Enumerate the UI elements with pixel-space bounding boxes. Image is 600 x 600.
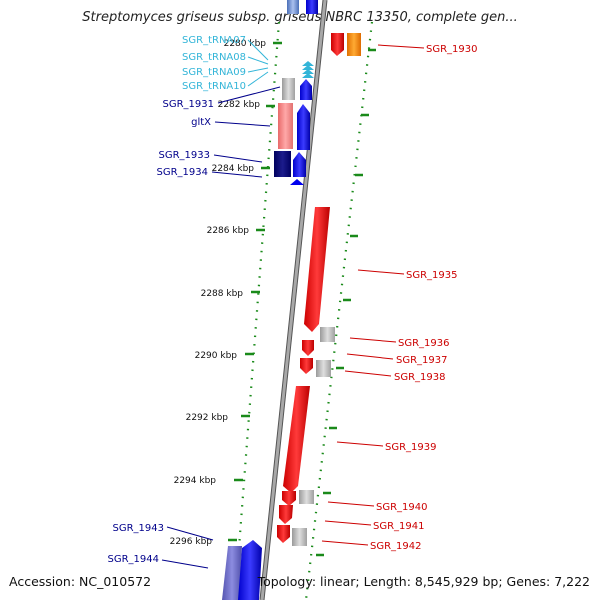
ruler-label: 2284 kbp <box>212 164 255 174</box>
gene-sgr-1943[interactable] <box>222 546 242 600</box>
trna-gene[interactable] <box>302 69 314 74</box>
left-callout-lines <box>161 39 281 569</box>
callout-line <box>247 67 269 73</box>
trna-gene[interactable] <box>302 65 314 70</box>
callout-line <box>377 44 425 49</box>
gene-sgr-1934[interactable] <box>293 152 306 177</box>
gene-label-sgr-1938[interactable]: SGR_1938 <box>394 372 446 383</box>
callout-line <box>213 154 263 163</box>
gene-partial-top-right[interactable] <box>306 0 318 14</box>
gene-sgr-1930[interactable] <box>331 33 344 56</box>
gene-label-sgr-trna10[interactable]: SGR_tRNA10 <box>182 81 246 92</box>
gene-small-arrow[interactable] <box>290 179 304 185</box>
trna-gene[interactable] <box>302 73 314 78</box>
left-dotted-track <box>233 21 281 600</box>
trna-cluster[interactable] <box>302 61 314 78</box>
gene-label-sgr-trna09[interactable]: SGR_tRNA09 <box>182 67 246 78</box>
gene-sgr-1941[interactable] <box>279 505 293 524</box>
gene-sgr-1944[interactable] <box>238 540 262 600</box>
callout-line <box>327 501 375 507</box>
callout-line <box>247 56 269 65</box>
gene-label-sgr-1941[interactable]: SGR_1941 <box>373 521 425 532</box>
gene-label-sgr-1930[interactable]: SGR_1930 <box>426 44 478 55</box>
right-callout-lines <box>321 44 425 546</box>
callout-line <box>247 71 269 87</box>
ruler-label: 2296 kbp <box>170 537 213 547</box>
ruler-label: 2282 kbp <box>218 100 261 110</box>
gene-label-sgr-1940[interactable]: SGR_1940 <box>376 502 428 513</box>
gene-sgr-1936[interactable] <box>302 340 314 356</box>
genome-title: Streptomyces griseus subsp. griseus NBRC… <box>82 10 518 25</box>
gene-sgr-1933[interactable] <box>274 151 291 177</box>
gene-sgr-1931-gray[interactable] <box>282 78 295 100</box>
gene-label-sgr-1937[interactable]: SGR_1937 <box>396 355 448 366</box>
gene-sgr-1938-gray[interactable] <box>316 360 331 377</box>
ruler-label: 2290 kbp <box>195 351 238 361</box>
gene-sgr-1940-gray[interactable] <box>299 490 314 504</box>
gene-label-sgr-1931[interactable]: SGR_1931 <box>163 99 215 110</box>
gene-label-sgr-1934[interactable]: SGR_1934 <box>157 167 209 178</box>
gene-label-sgr-1942[interactable]: SGR_1942 <box>370 541 422 552</box>
gene-sgr-1936-gray[interactable] <box>320 327 335 342</box>
gene-sgr-1939[interactable] <box>283 386 310 493</box>
topology-text: Topology: linear; Length: 8,545,929 bp; … <box>257 574 590 589</box>
gene-label-sgr-1944[interactable]: SGR_1944 <box>108 554 160 565</box>
gene-sgr-1942-gray[interactable] <box>292 528 307 546</box>
ruler-label: 2286 kbp <box>207 226 250 236</box>
callout-line <box>346 353 394 360</box>
gene-label-sgr-1935[interactable]: SGR_1935 <box>406 270 458 281</box>
right-labels: SGR_1930 SGR_1935 SGR_1936 SGR_1937 SGR_… <box>370 44 478 552</box>
ruler-label: 2288 kbp <box>201 289 244 299</box>
callout-line <box>344 370 392 377</box>
right-dotted-track <box>304 21 374 600</box>
gene-sgr-1942[interactable] <box>277 525 290 543</box>
ruler-label: 2294 kbp <box>174 476 217 486</box>
gene-gltx[interactable] <box>297 104 310 150</box>
ruler-label: 2280 kbp <box>224 39 267 49</box>
gene-sgr-1935[interactable] <box>304 207 330 332</box>
genome-backbone <box>260 0 327 600</box>
callout-line <box>214 121 271 127</box>
kbp-ruler: 2280 kbp 2282 kbp 2284 kbp 2286 kbp 2288… <box>170 39 282 547</box>
gene-sgr-1931[interactable] <box>300 79 312 100</box>
callout-line <box>336 441 384 447</box>
callout-line <box>321 540 369 546</box>
trna-gene[interactable] <box>302 61 314 66</box>
gene-label-sgr-1933[interactable]: SGR_1933 <box>159 150 211 161</box>
gene-sgr-1940[interactable] <box>282 491 296 506</box>
gene-label-sgr-1943[interactable]: SGR_1943 <box>113 523 165 534</box>
callout-line <box>161 559 209 569</box>
gene-label-sgr-trna07[interactable]: SGR_tRNA07 <box>182 35 246 46</box>
left-labels: SGR_tRNA07 SGR_tRNA08 SGR_tRNA09 SGR_tRN… <box>108 35 247 565</box>
gene-partial-top-left[interactable] <box>287 0 299 14</box>
gene-label-sgr-trna08[interactable]: SGR_tRNA08 <box>182 52 246 63</box>
gene-orange-near-sgr-1930[interactable] <box>347 33 361 56</box>
callout-line <box>166 526 214 541</box>
callout-line <box>211 171 263 178</box>
gene-gltx-pink[interactable] <box>278 103 293 149</box>
callout-line <box>247 39 269 61</box>
callout-line <box>324 520 372 526</box>
callout-line <box>217 86 281 104</box>
accession-text: Accession: NC_010572 <box>9 574 152 589</box>
gene-label-sgr-1939[interactable]: SGR_1939 <box>385 442 437 453</box>
ruler-label: 2292 kbp <box>186 413 229 423</box>
callout-line <box>357 269 405 275</box>
gene-label-sgr-1936[interactable]: SGR_1936 <box>398 338 450 349</box>
gene-sgr-1937[interactable] <box>300 358 313 374</box>
gene-label-gltx[interactable]: gltX <box>191 117 211 128</box>
right-track-ticks <box>316 48 376 557</box>
callout-line <box>349 337 397 343</box>
